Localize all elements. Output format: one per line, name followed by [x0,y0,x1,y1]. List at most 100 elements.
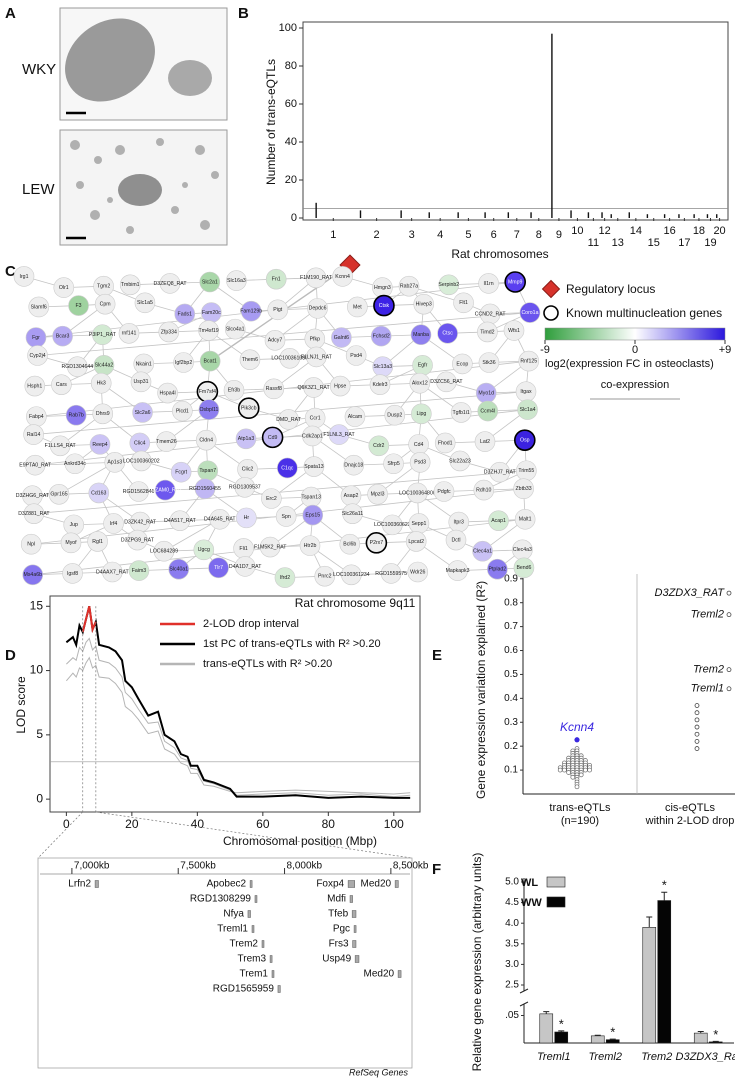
node-label: Acap1 [491,518,506,524]
node-label: DMD_RAT [276,417,302,423]
y-tick-label: 0.5 [504,669,518,680]
cis-point [726,686,732,692]
node-label: Rgl1 [92,539,103,545]
node-label: Wfs1 [508,328,520,334]
gene-label: Med20 [364,969,395,980]
trans-point [562,767,567,773]
lod-line [65,606,411,799]
gene-node [128,481,149,502]
node-label: Hr [244,515,250,521]
gene-node [302,425,323,447]
gene-node [384,404,406,426]
y-tick-label: 5 [36,727,43,741]
cis-point [694,738,700,744]
gene-node [28,296,50,318]
node-label: Igsf8 [67,571,78,577]
gene-node [226,270,247,291]
gene [353,925,357,933]
node-label: D3ZHJ7_RAT [484,470,517,476]
cis-label: Treml2 [691,609,724,621]
legend-label: Known multinucleation genes [566,306,722,320]
x-tick-label: Treml1 [537,1051,570,1063]
node-label: Met [353,304,362,310]
bar [484,212,486,218]
node-label: Efr3b [228,388,241,394]
node-label: Ptplad2 [489,567,507,573]
edge [33,391,527,435]
node-label: Irg1 [20,274,29,280]
bar [590,1035,605,1044]
bar [400,210,402,218]
trans-point [557,767,563,773]
node-label: Dusp2 [387,413,402,419]
gene [354,955,360,963]
gene-node [436,371,457,393]
gene-node [20,533,42,555]
gene-node [274,567,296,588]
node-label: Cdk2ap1 [302,433,323,439]
node-label: Flt1 [459,300,468,306]
x-tick-label: 3 [409,229,415,241]
x-tick-label: 7,500kb [180,861,216,872]
node-label: Ccm4l [480,408,495,414]
gene-node [299,535,321,556]
axis-break [519,988,529,994]
node-label: LOC100360202 [123,458,160,464]
bar [315,202,317,218]
gene-label: RGD1565959 [213,984,275,995]
gene-node [438,274,460,296]
node-label: Hsph1 [27,383,42,389]
x-tick-label: 1 [330,229,336,241]
node-label: Clic2 [242,467,254,473]
node-label: Cyp2j4 [29,353,45,359]
legend-label: WL [521,877,538,889]
legend-label: co-expression [601,379,669,391]
significance: * [662,878,667,893]
node-label: Sepp1 [411,521,426,527]
gene-node [380,563,402,584]
trans-point [587,767,592,773]
gene-node [279,347,301,369]
gene-node [172,400,193,422]
gene-node [306,346,327,368]
error-bar [712,1040,719,1042]
y-tick-label: 0.2 [504,741,518,752]
bar [530,212,532,218]
node-label: Zbtb33 [516,486,532,492]
track-source: RefSeq Genes [349,1067,409,1077]
gene-node [331,327,352,348]
edge [33,470,527,515]
gene-node [344,406,366,427]
gene-node [51,374,72,395]
node-label: Htr2b [304,543,317,549]
bar [570,210,572,218]
y-tick-label: 3.5 [505,938,519,949]
gene-node [332,266,353,287]
gene-label: Apobec2 [207,879,247,890]
interval-guide [37,811,83,859]
gene-node [198,399,220,420]
gene-node [23,503,45,524]
panel-label: F [432,861,441,878]
y-tick-label: 0.9 [504,573,518,584]
node-label: Usp31 [134,379,149,385]
node-label: D3ZHG6_RAT [16,493,50,499]
gene-node [134,292,156,314]
gene-node [489,461,511,483]
y-tick-label: 60 [285,98,297,110]
panel-label: C [5,263,16,280]
legend-label: WW [521,897,542,909]
lod-line [65,656,411,795]
bar [587,212,590,218]
node-label: Hivep3 [416,302,432,308]
gene-node [261,488,282,509]
gene-node [449,450,471,472]
node-label: Npl [27,542,35,548]
gene-node [370,325,392,347]
track-frame [37,857,413,1069]
node-label: Ap1s3 [107,460,122,466]
node-label: Ankrd34c [64,461,86,467]
x-tick-label: 80 [322,817,336,831]
node-label: Slco4a1 [226,327,245,333]
node-label: Serpinb2 [438,282,459,288]
